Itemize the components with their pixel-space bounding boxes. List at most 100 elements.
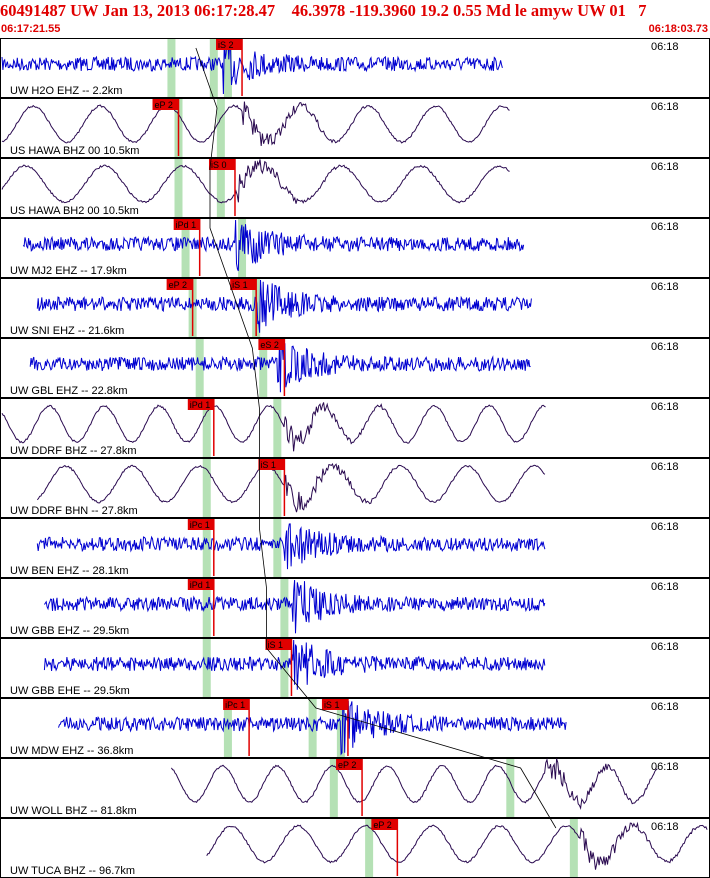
pick-window bbox=[174, 159, 183, 217]
pick-window bbox=[202, 519, 211, 577]
pick-label: eP 2 bbox=[373, 820, 391, 830]
trace-label: UW WOLL BHZ -- 81.8km bbox=[10, 805, 137, 817]
waveform-trace bbox=[1, 39, 503, 95]
start-time-label: 06:17:21.55 bbox=[1, 23, 61, 35]
trace-label: US HAWA BHZ 00 10.5km bbox=[10, 145, 139, 157]
time-marker-label: 06:18 bbox=[651, 461, 679, 473]
pick-label: iS 1 bbox=[232, 280, 248, 290]
trace-panel: iS 2 UW H2O EHZ -- 2.2km 06:18 bbox=[0, 38, 710, 98]
time-marker-label: 06:18 bbox=[651, 41, 679, 53]
waveform-trace bbox=[22, 219, 525, 272]
pick-window bbox=[273, 519, 282, 577]
pick-flag bbox=[258, 339, 285, 350]
waveform-trace bbox=[36, 523, 546, 570]
waveform-trace bbox=[170, 757, 658, 810]
pick-flag bbox=[216, 39, 243, 50]
pick-label: eP 2 bbox=[169, 280, 187, 290]
trace-panel: eS 2 UW GBL EHZ -- 22.8km 06:18 bbox=[0, 338, 710, 398]
pick-window bbox=[273, 399, 282, 457]
trace-panel: iS 1 UW GBB EHE -- 29.5km 06:18 bbox=[0, 638, 710, 698]
pick-window bbox=[238, 219, 247, 277]
pick-window bbox=[202, 399, 211, 457]
pick-window bbox=[569, 819, 578, 877]
trace-label: UW GBB EHZ -- 29.5km bbox=[10, 625, 129, 637]
pick-label: iPd 1 bbox=[190, 400, 211, 410]
time-marker-label: 06:18 bbox=[651, 581, 679, 593]
event-header: 60491487 UW Jan 13, 2013 06:17:28.47 46.… bbox=[0, 1, 647, 20]
trace-label: UW TUCA BHZ -- 96.7km bbox=[10, 865, 135, 877]
trace-panel: iPc 1 UW BEN EHZ -- 28.1km 06:18 bbox=[0, 518, 710, 578]
waveform-trace bbox=[36, 279, 532, 333]
pick-window bbox=[202, 459, 211, 517]
trace-label: UW SNI EHZ -- 21.6km bbox=[10, 325, 124, 337]
pick-window bbox=[273, 459, 282, 517]
waveform-trace bbox=[43, 579, 546, 634]
pick-window bbox=[223, 39, 232, 97]
pick-window bbox=[202, 579, 211, 637]
trace-panel: eP 2 UW TUCA BHZ -- 96.7km 06:18 bbox=[0, 818, 710, 878]
pick-window bbox=[223, 699, 232, 757]
time-marker-label: 06:18 bbox=[651, 221, 679, 233]
trace-panel: eP 2 iS 1 UW SNI EHZ -- 21.6km 06:18 bbox=[0, 278, 710, 338]
pick-flag bbox=[187, 519, 214, 530]
time-marker-label: 06:18 bbox=[651, 161, 679, 173]
pick-flag bbox=[265, 639, 292, 650]
pick-label: iS 1 bbox=[267, 640, 283, 650]
pick-flag bbox=[321, 699, 348, 710]
pick-flag bbox=[187, 579, 214, 590]
trace-label: UW DDRF BHZ -- 27.8km bbox=[10, 445, 137, 457]
pick-flag bbox=[336, 759, 363, 770]
trace-panel: eP 2 UW WOLL BHZ -- 81.8km 06:18 bbox=[0, 757, 710, 818]
pick-flag bbox=[187, 399, 214, 410]
time-marker-label: 06:18 bbox=[651, 521, 679, 533]
trace-panel: iPd 1 UW GBB EHZ -- 29.5km 06:18 bbox=[0, 578, 710, 638]
pick-label: iS 0 bbox=[211, 160, 227, 170]
pick-label: iS 1 bbox=[260, 460, 276, 470]
time-marker-label: 06:18 bbox=[651, 641, 679, 653]
pick-window bbox=[506, 759, 515, 817]
pick-window bbox=[365, 819, 374, 877]
trace-label: UW H2O EHZ -- 2.2km bbox=[10, 85, 122, 97]
pick-window bbox=[308, 699, 317, 757]
waveform-trace bbox=[43, 639, 546, 690]
pick-label: eP 2 bbox=[155, 100, 173, 110]
trace-label: UW MDW EHZ -- 36.8km bbox=[10, 745, 133, 757]
pick-window bbox=[280, 579, 289, 637]
pick-window bbox=[216, 159, 225, 217]
trace-label: US HAWA BH2 00 10.5km bbox=[10, 205, 139, 217]
pick-label: iPd 1 bbox=[190, 580, 211, 590]
trace-label: UW BEN EHZ -- 28.1km bbox=[10, 565, 129, 577]
trace-label: UW GBL EHZ -- 22.8km bbox=[10, 385, 128, 397]
pick-window bbox=[167, 39, 176, 97]
time-marker-label: 06:18 bbox=[651, 401, 679, 413]
pick-window bbox=[259, 339, 268, 397]
pick-flag bbox=[173, 219, 200, 230]
waveform-trace bbox=[58, 699, 567, 756]
pick-label: iS 1 bbox=[324, 700, 340, 710]
trace-panel: iS 1 UW DDRF BHN -- 27.8km 06:18 bbox=[0, 458, 710, 518]
pick-window bbox=[195, 339, 204, 397]
pick-flag bbox=[166, 279, 193, 290]
trace-label: UW DDRF BHN -- 27.8km bbox=[10, 505, 138, 517]
pick-window bbox=[216, 99, 225, 157]
pick-flag bbox=[223, 699, 250, 710]
waveform-trace bbox=[1, 159, 510, 204]
trace-panel: iPc 1 iS 1 UW MDW EHZ -- 36.8km 06:18 bbox=[0, 698, 710, 758]
pick-label: eS 2 bbox=[260, 340, 279, 350]
pick-flag bbox=[258, 459, 285, 470]
pick-flag bbox=[230, 279, 257, 290]
waveform-trace bbox=[1, 402, 546, 452]
trace-label: UW MJ2 EHZ -- 17.9km bbox=[10, 265, 127, 277]
trace-panel: eP 2 US HAWA BHZ 00 10.5km 06:18 bbox=[0, 98, 710, 158]
pick-label: eP 2 bbox=[338, 760, 356, 770]
pick-flag bbox=[208, 159, 235, 170]
pick-label: iS 2 bbox=[218, 40, 234, 50]
waveform-trace bbox=[1, 101, 510, 147]
time-marker-label: 06:18 bbox=[651, 101, 679, 113]
pick-label: iPc 1 bbox=[225, 700, 245, 710]
end-time-label: 06:18:03.73 bbox=[648, 23, 708, 35]
waveform-trace bbox=[36, 462, 546, 513]
pick-window bbox=[181, 219, 190, 277]
time-marker-label: 06:18 bbox=[651, 761, 679, 773]
moveout-curve bbox=[195, 47, 557, 829]
